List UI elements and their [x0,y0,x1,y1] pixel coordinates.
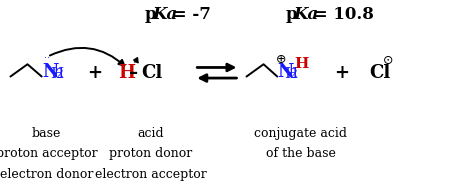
Text: of the base: of the base [266,147,336,160]
Text: proton donor: proton donor [109,147,192,160]
Text: acid: acid [137,127,164,140]
Text: ⊕: ⊕ [276,53,286,66]
Text: proton acceptor: proton acceptor [0,147,97,160]
Text: H: H [294,57,308,71]
Text: electron acceptor: electron acceptor [95,168,207,181]
Text: ⊙: ⊙ [383,54,393,67]
Text: 2: 2 [55,68,63,81]
Text: = -7: = -7 [167,6,211,23]
Text: H: H [50,67,64,81]
Text: Cl: Cl [141,64,163,82]
Text: –: – [129,64,138,82]
Text: base: base [32,127,61,140]
Text: N: N [277,63,293,81]
Text: H: H [118,64,136,82]
Text: p: p [145,6,156,23]
Text: Ka: Ka [153,6,178,23]
Text: p: p [285,6,297,23]
Text: H: H [284,67,298,81]
Text: = 10.8: = 10.8 [308,6,374,23]
Text: conjugate acid: conjugate acid [255,127,347,140]
Text: +: + [334,64,349,82]
Text: Cl: Cl [370,64,391,82]
Text: +: + [87,64,102,82]
Text: ··: ·· [44,53,50,63]
Text: N: N [43,63,59,81]
Text: 2: 2 [289,68,297,81]
Text: Ka: Ka [293,6,319,23]
Text: electron donor: electron donor [0,168,93,181]
